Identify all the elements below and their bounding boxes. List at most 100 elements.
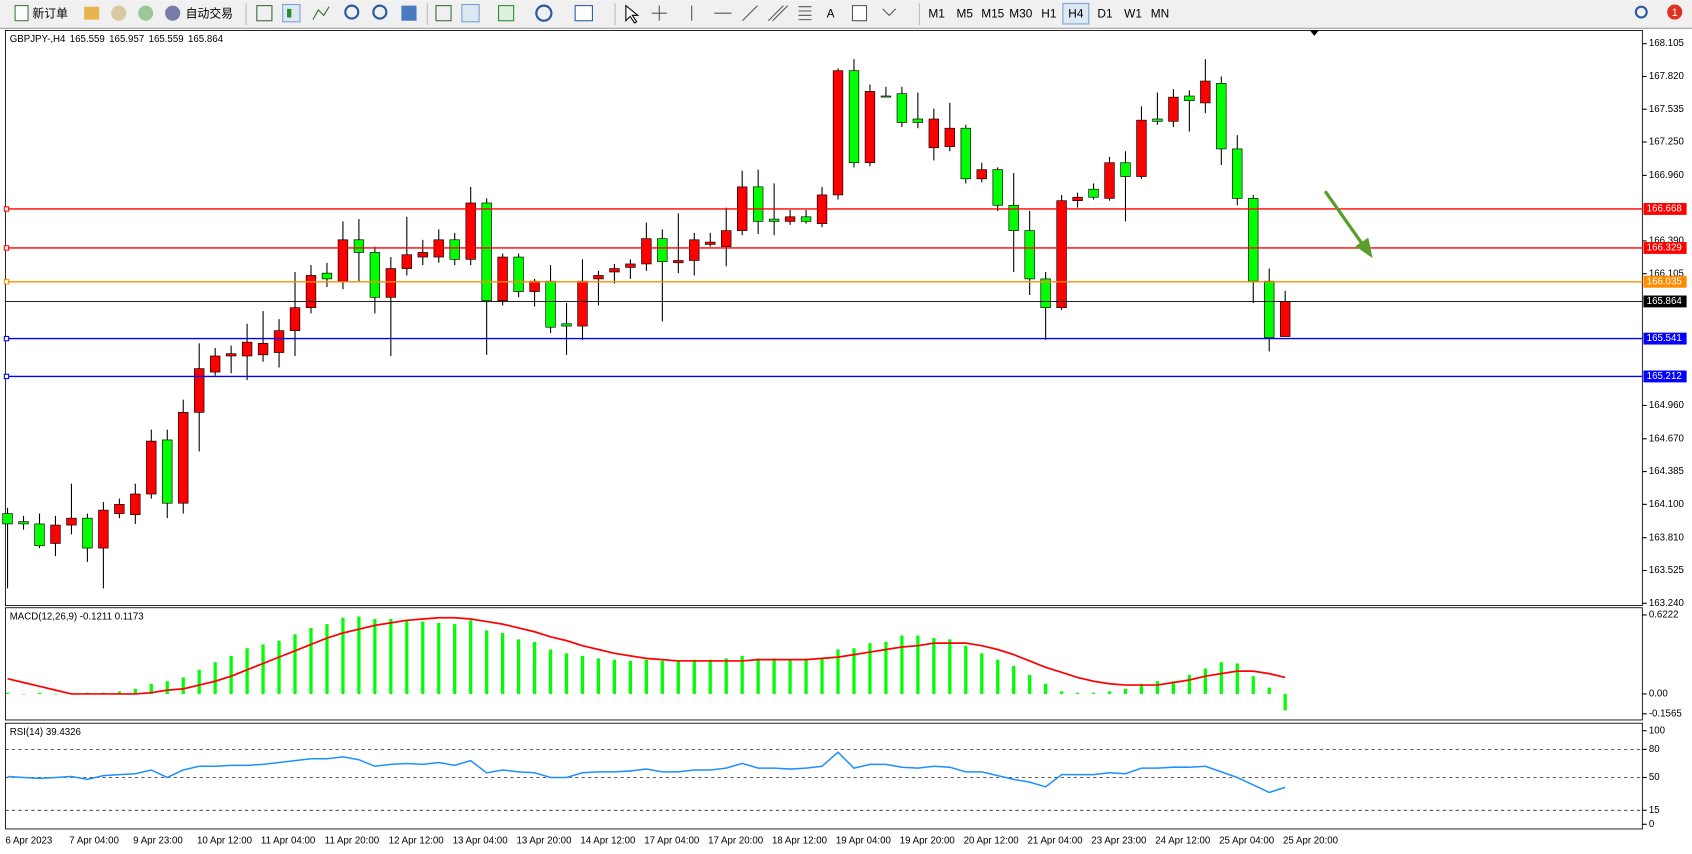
new-order[interactable]: 新订单	[32, 6, 68, 20]
candle-body	[337, 239, 349, 282]
histogram-bar	[53, 693, 58, 695]
candle-body	[1264, 280, 1275, 338]
panel-title: GBPJPY-,H4 165.559 165.957 165.559 165.864	[10, 34, 224, 45]
candle-body	[880, 95, 892, 98]
x-tick-label: 19 Apr 20:00	[900, 835, 956, 846]
icon[interactable]	[111, 5, 127, 21]
timeframe[interactable]: W1	[1124, 6, 1142, 20]
auto-trading-icon[interactable]	[165, 5, 181, 21]
histogram-bar	[948, 639, 952, 694]
histogram-bar	[229, 655, 233, 694]
crosshair-tool[interactable]	[651, 5, 667, 21]
candle-body	[864, 91, 876, 164]
candle-body	[1248, 198, 1259, 282]
level-label: 165.541	[1647, 333, 1682, 344]
candle-body	[209, 355, 221, 373]
y-tick-label: 15	[1649, 805, 1660, 816]
histogram-bar	[277, 640, 281, 694]
notification-badge[interactable]	[1667, 4, 1683, 20]
candle-body	[66, 517, 77, 526]
channel-tool[interactable]	[767, 5, 789, 22]
timeframe[interactable]: M30	[1009, 6, 1032, 20]
histogram-bar	[852, 648, 856, 694]
level-handle	[3, 373, 10, 380]
histogram-bar	[309, 627, 313, 694]
level-label-bg	[1643, 242, 1687, 254]
templates[interactable]	[574, 5, 593, 22]
candle-body	[178, 412, 189, 504]
chart-shift[interactable]	[461, 4, 480, 23]
timeframe[interactable]: D1	[1097, 6, 1113, 20]
x-tick-label: 13 Apr 04:00	[453, 835, 509, 846]
icon[interactable]	[138, 5, 154, 21]
histogram-bar	[660, 660, 664, 694]
candle-body	[273, 330, 285, 353]
zoom-in[interactable]	[344, 4, 360, 20]
fibo-tool[interactable]	[798, 6, 812, 21]
annotation-arrow	[1323, 190, 1373, 259]
histogram-bar	[644, 659, 648, 694]
search[interactable]	[1634, 5, 1648, 19]
histogram-bar	[1203, 668, 1207, 694]
indicators[interactable]	[497, 5, 515, 22]
label-tool[interactable]	[851, 5, 868, 22]
candle-body	[721, 230, 732, 248]
text-tool[interactable]: A	[827, 6, 835, 20]
y-tick-label: 166.105	[1649, 268, 1684, 279]
timeframe[interactable]: MN	[1151, 6, 1169, 20]
candle-body	[896, 93, 908, 123]
line-chart-btn[interactable]	[312, 6, 330, 20]
level-handle	[3, 245, 10, 251]
candle-body	[1040, 278, 1051, 308]
level-handle	[3, 279, 10, 285]
histogram-bar	[756, 658, 760, 694]
autoscroll[interactable]	[435, 5, 452, 22]
candle-body	[257, 342, 269, 356]
panel-title: RSI(14) 39.4326	[10, 726, 81, 737]
icon	[287, 8, 292, 18]
candle-body	[752, 186, 764, 222]
timeframe[interactable]: M5	[956, 6, 973, 20]
candle-body	[529, 280, 540, 292]
periods[interactable]	[535, 4, 553, 22]
tile-windows[interactable]	[401, 5, 417, 21]
y-tick-label: 80	[1649, 744, 1660, 755]
candle-body	[561, 323, 572, 327]
candle-body	[194, 368, 205, 413]
new-order-icon[interactable]	[14, 5, 29, 22]
bar-chart-btn[interactable]	[256, 5, 273, 22]
candle-body	[146, 440, 157, 495]
toolbar: 新订单 自动交易 A M1 M5 M15 M30	[0, 0, 1692, 29]
level-label-bg	[1643, 332, 1687, 345]
x-tick-label: 13 Apr 20:00	[516, 835, 572, 846]
trendline-tool[interactable]	[742, 5, 758, 22]
arrows-tool[interactable]	[882, 8, 897, 17]
histogram-bar	[37, 692, 42, 694]
signal-line	[7, 616, 1286, 695]
icon[interactable]	[84, 6, 100, 20]
timeframe[interactable]: M15	[981, 6, 1004, 20]
histogram-bar	[1267, 687, 1271, 694]
timeframe[interactable]: M1	[928, 6, 945, 20]
candle-body	[545, 280, 556, 328]
timeframe[interactable]: H4	[1068, 6, 1084, 20]
histogram-bar	[1283, 693, 1287, 711]
zoom-out[interactable]	[372, 4, 388, 20]
y-tick-label: 0.6222	[1649, 610, 1679, 621]
histogram-bar	[916, 635, 920, 694]
candle-body	[385, 268, 397, 298]
cursor-tool[interactable]	[625, 4, 640, 24]
y-tick-label: 164.960	[1649, 400, 1685, 411]
candle-body	[832, 70, 844, 196]
histogram-bar	[788, 659, 792, 694]
histogram-bar	[532, 641, 537, 694]
ohlc-value: 165.559	[70, 34, 105, 45]
candle-body	[1184, 95, 1195, 101]
auto-trading[interactable]: 自动交易	[186, 6, 233, 20]
y-tick-label: 163.810	[1649, 532, 1685, 543]
candle-body	[225, 353, 237, 357]
current-price-label: 165.864	[1647, 296, 1683, 307]
histogram-bar	[932, 638, 936, 694]
timeframe[interactable]: H1	[1041, 6, 1057, 20]
